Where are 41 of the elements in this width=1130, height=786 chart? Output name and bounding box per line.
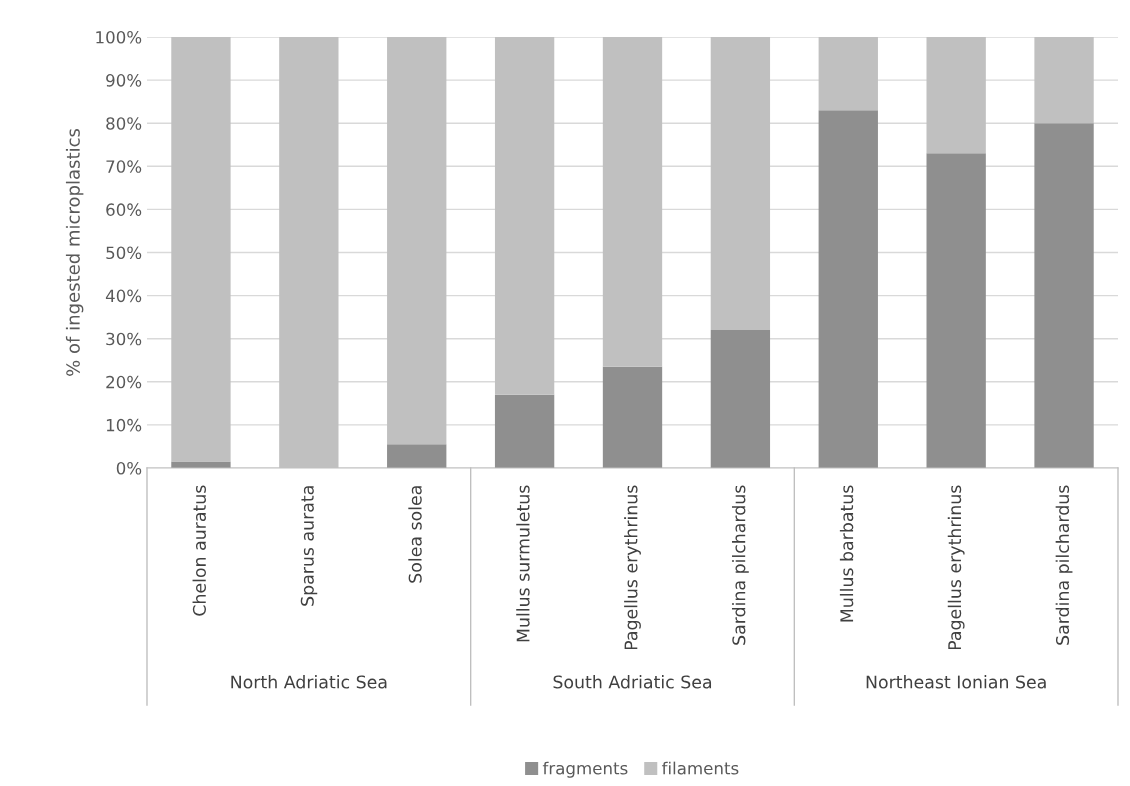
x-tick-label: Solea solea	[408, 486, 422, 583]
x-tick-label: Sardina pilchardus	[731, 485, 749, 645]
bar	[710, 330, 771, 468]
x-tick-label: Mullus barbatus	[839, 485, 854, 622]
bar	[387, 37, 447, 445]
x-tick-label: Pagellus erythrinus	[947, 485, 965, 650]
y-tick-label: 50%	[106, 246, 142, 260]
legend-label: fragments	[542, 761, 628, 778]
bar	[926, 153, 986, 468]
bar	[1034, 37, 1094, 124]
y-tick-label: 0%	[116, 461, 142, 475]
x-tick-label: Chelon auratus	[192, 485, 206, 616]
y-tick-label: 90%	[106, 74, 142, 87]
x-tick-label: Pagellus erythrinus	[624, 485, 641, 650]
bar	[387, 444, 447, 468]
text: South Adriatic Sea	[553, 675, 712, 689]
bar	[818, 110, 878, 468]
bar	[818, 37, 878, 111]
legend-label: filaments	[661, 761, 739, 775]
y-tick-label: 70%	[106, 160, 142, 173]
bar	[602, 366, 663, 468]
y-axis-title: % of ingested microplastics	[65, 128, 84, 376]
y-tick-label: 10%	[106, 418, 142, 432]
y-tick-label: 20%	[106, 375, 142, 389]
y-tick-label: 100%	[96, 30, 142, 44]
x-tick-label: Mullus surmuletus	[516, 485, 530, 642]
y-tick-label: 80%	[106, 117, 142, 130]
y-tick-label: 60%	[106, 203, 142, 216]
y-tick-label: 40%	[105, 289, 142, 303]
x-tick-label: Sardina pilchardus	[1055, 485, 1073, 645]
bar	[1034, 123, 1094, 468]
y-tick-label: 30%	[106, 332, 142, 346]
x-tick-label: Sparus aurata	[300, 486, 318, 606]
bar	[926, 37, 986, 154]
text: North Adriatic Sea	[231, 675, 387, 689]
bar	[710, 37, 771, 331]
bar	[171, 37, 231, 462]
bar	[602, 37, 663, 367]
bar	[494, 394, 555, 468]
text: Northeast Ionian Sea	[866, 675, 1046, 689]
bar	[494, 37, 555, 395]
